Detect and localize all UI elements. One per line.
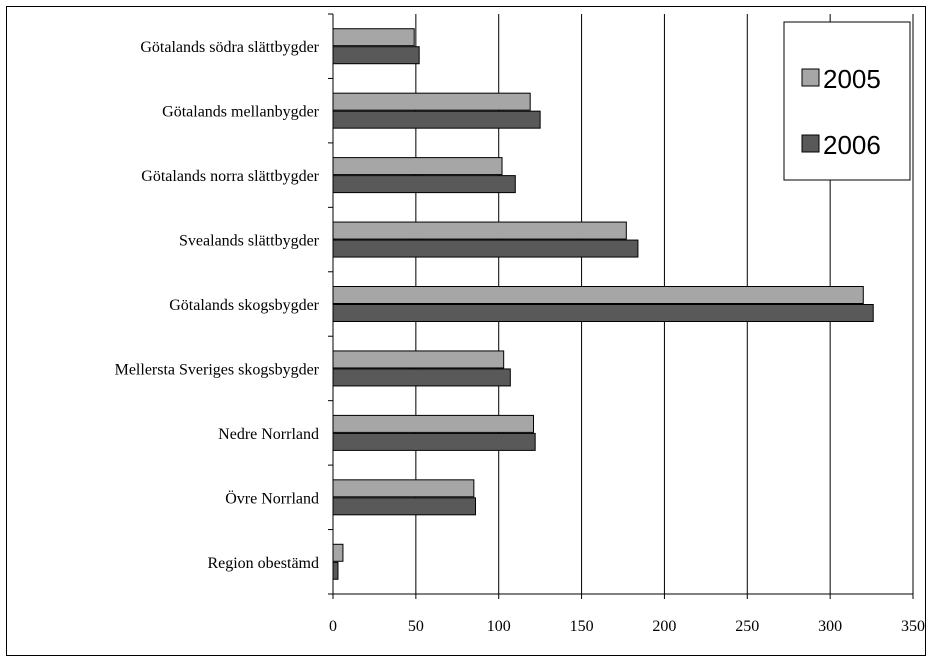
x-tick-label: 0: [329, 618, 337, 635]
bar-2006-2: [332, 175, 516, 194]
bars: [332, 28, 874, 580]
x-tick-label: 300: [818, 618, 842, 635]
axes: [328, 13, 914, 599]
legend-swatch-2005: [801, 68, 820, 87]
bar-2005-5: [332, 350, 505, 369]
legend-label: 2006: [823, 130, 881, 160]
category-label: Nedre Norrland: [218, 426, 319, 443]
category-label: Götalands skogsbygder: [169, 297, 319, 314]
bar-2006-8: [332, 561, 339, 580]
legend-box: [783, 21, 911, 181]
x-tick-label: 250: [735, 618, 759, 635]
x-tick-label: 50: [408, 618, 424, 635]
bar-2005-4: [332, 286, 864, 304]
bar-2005-1: [332, 92, 531, 111]
bar-2005-2: [332, 157, 503, 176]
category-label: Götalands norra slättbygder: [141, 168, 319, 185]
bar-2005-8: [332, 543, 344, 562]
category-label: Mellersta Sveriges skogsbygder: [115, 361, 320, 378]
bar-2006-5: [332, 368, 511, 387]
legend: 2005 2006: [783, 21, 911, 181]
x-tick-label: 200: [652, 618, 676, 635]
category-label: Svealands slättbygder: [179, 233, 320, 250]
bar-2005-0: [332, 28, 415, 47]
legend-label: 2005: [823, 64, 881, 94]
bar-2006-0: [332, 46, 420, 65]
bar-2005-3: [332, 221, 627, 240]
x-tick-label: 150: [570, 618, 594, 635]
bar-2006-1: [332, 110, 541, 129]
bar-2005-6: [332, 414, 535, 433]
legend-swatch-2006: [801, 134, 820, 153]
bar-2006-6: [332, 432, 536, 451]
bar-2006-3: [332, 239, 639, 258]
tick-labels: 0 50 100 150 200 250 300 350: [329, 618, 925, 635]
bar-2006-7: [332, 497, 477, 516]
bar-2006-4: [332, 304, 874, 322]
x-tick-label: 100: [487, 618, 511, 635]
bar-2005-7: [332, 479, 475, 498]
category-label: Region obestämd: [207, 555, 319, 572]
x-tick-label: 350: [901, 618, 925, 635]
category-label: Götalands mellanbygder: [162, 104, 320, 121]
category-label: Götalands södra slättbygder: [140, 39, 319, 56]
category-label: Övre Norrland: [225, 489, 319, 507]
category-labels: Götalands södra slättbygder Götalands mel…: [115, 39, 320, 572]
